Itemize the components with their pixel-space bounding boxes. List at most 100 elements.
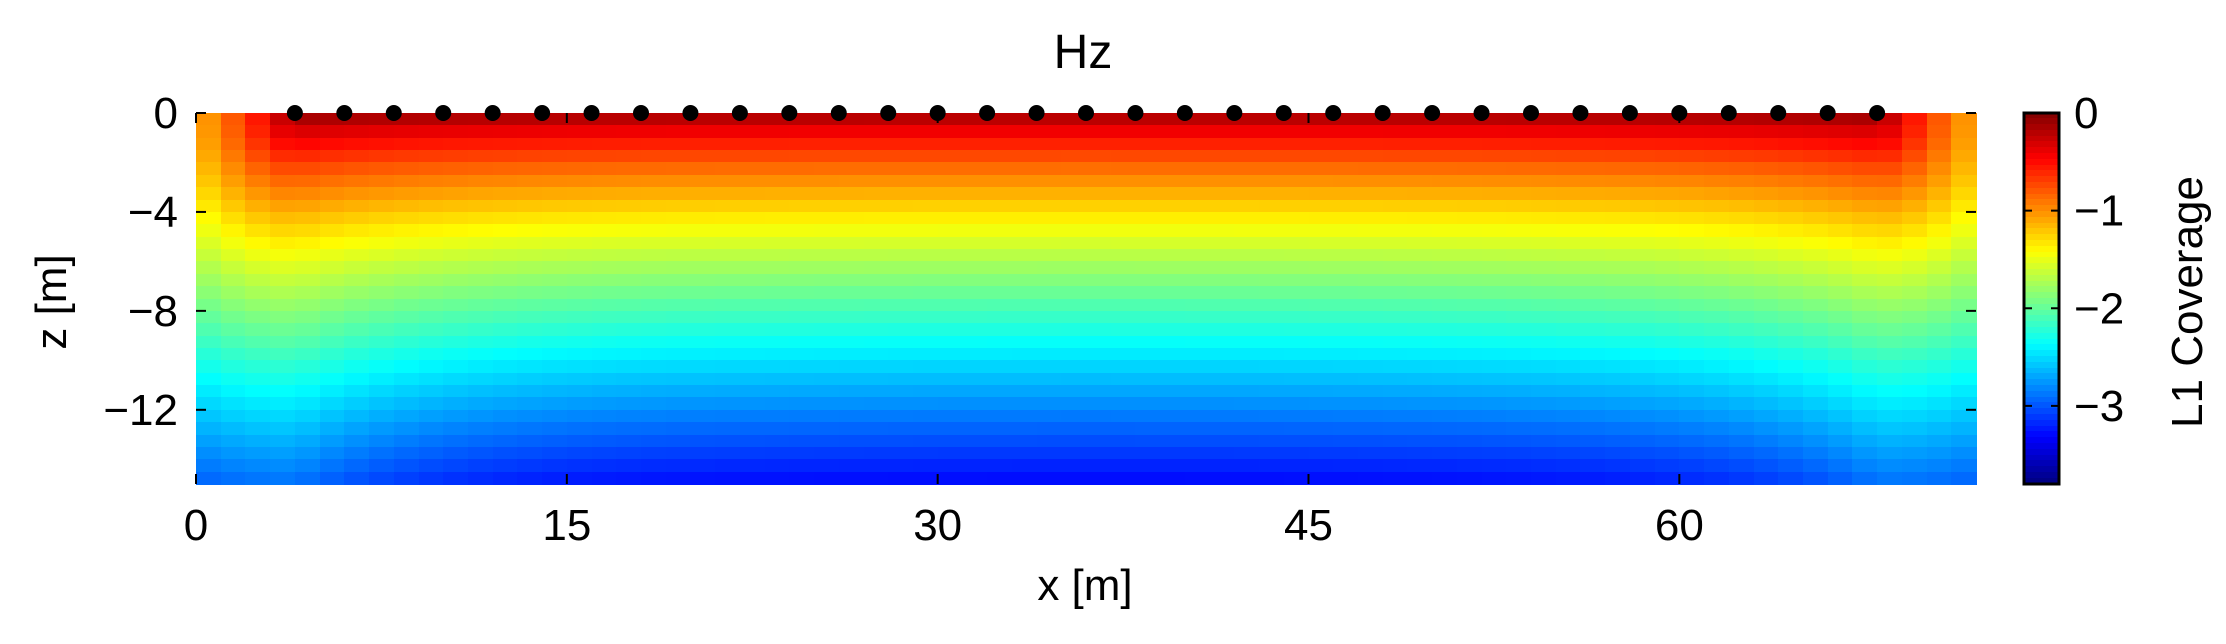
heatmap-cell <box>1531 187 1557 201</box>
heatmap-cell <box>987 187 1013 201</box>
heatmap-cell <box>493 348 518 361</box>
heatmap-cell <box>1383 138 1408 151</box>
heatmap-cell <box>394 286 420 300</box>
heatmap-cell <box>962 373 988 386</box>
heatmap-cell <box>221 125 246 139</box>
heatmap-cell <box>1951 261 1977 275</box>
heatmap-cell <box>666 435 691 448</box>
heatmap-cell <box>221 187 246 201</box>
heatmap-cell <box>1012 336 1038 349</box>
heatmap-cell <box>369 323 395 337</box>
heatmap-cell <box>493 138 518 151</box>
heatmap-cell <box>1482 212 1507 225</box>
heatmap-cell <box>1086 187 1112 201</box>
heatmap-cell <box>592 459 617 473</box>
heatmap-cell <box>493 360 518 374</box>
heatmap-cell <box>493 323 518 337</box>
heatmap-cell <box>864 422 889 436</box>
heatmap-cell <box>1111 360 1136 374</box>
heatmap-cell <box>1729 162 1755 176</box>
heatmap-cell <box>1210 459 1235 473</box>
heatmap-cell <box>814 286 840 300</box>
heatmap-cell <box>542 459 568 473</box>
heatmap-cell <box>443 435 469 448</box>
heatmap-cell <box>1655 311 1680 324</box>
heatmap-cell <box>1037 200 1062 213</box>
heatmap-cell <box>196 311 222 324</box>
heatmap-cell <box>1605 261 1631 275</box>
heatmap-cell <box>1778 237 1804 250</box>
receiver-point <box>1176 105 1193 121</box>
colorbar-swatch <box>2024 257 2059 264</box>
heatmap-cell <box>1556 200 1581 213</box>
heatmap-cell <box>394 360 420 374</box>
heatmap-cell <box>270 175 296 188</box>
heatmap-cell <box>1877 299 1903 312</box>
heatmap-cell <box>1482 472 1507 485</box>
y-tick-label: −12 <box>103 386 178 435</box>
heatmap-cell <box>690 360 716 374</box>
heatmap-cell <box>1531 323 1557 337</box>
heatmap-cell <box>864 311 889 324</box>
colorbar-swatch <box>2024 327 2059 334</box>
colorbar-label: L1 Coverage <box>2163 176 2212 428</box>
heatmap-cell <box>814 150 840 163</box>
heatmap-cell <box>1828 422 1853 436</box>
heatmap-cell <box>1902 237 1928 250</box>
heatmap-cell <box>690 237 716 250</box>
heatmap-cell <box>1580 274 1606 287</box>
heatmap-cell <box>1135 125 1161 139</box>
heatmap-cell <box>1778 447 1804 460</box>
heatmap-cell <box>1778 360 1804 374</box>
heatmap-cell <box>1927 447 1952 460</box>
heatmap-cell <box>641 162 667 176</box>
heatmap-cell <box>987 336 1013 349</box>
heatmap-cell <box>1506 472 1532 485</box>
colorbar-swatch <box>2024 165 2059 172</box>
heatmap-cell <box>1506 138 1532 151</box>
heatmap-cell <box>1234 187 1260 201</box>
heatmap-cell <box>517 237 543 250</box>
heatmap-cell <box>864 212 889 225</box>
x-tick-label: 45 <box>1284 501 1333 550</box>
heatmap-cell <box>493 261 518 275</box>
heatmap-cell <box>1061 212 1087 225</box>
heatmap-cell <box>641 286 667 300</box>
heatmap-cell <box>468 125 494 139</box>
colorbar-swatch <box>2024 466 2059 473</box>
heatmap-cell <box>789 261 815 275</box>
heatmap-cell <box>394 187 420 201</box>
heatmap-cell <box>814 410 840 423</box>
heatmap-cell <box>1556 212 1581 225</box>
heatmap-cell <box>962 249 988 262</box>
heatmap-cell <box>1778 373 1804 386</box>
heatmap-cell <box>394 323 420 337</box>
heatmap-cell <box>1778 459 1804 473</box>
heatmap-cell <box>1754 162 1779 176</box>
heatmap-cell <box>839 422 865 436</box>
heatmap-cell <box>517 299 543 312</box>
heatmap-cell <box>1111 299 1136 312</box>
heatmap-cell <box>1061 138 1087 151</box>
heatmap-cell <box>1951 162 1977 176</box>
heatmap-cell <box>369 360 395 374</box>
heatmap-cell <box>1803 200 1829 213</box>
colorbar-tick-label: −2 <box>2074 284 2124 333</box>
heatmap-cell <box>715 410 741 423</box>
heatmap-cell <box>1358 447 1384 460</box>
heatmap-cell <box>1482 447 1507 460</box>
heatmap-cell <box>1729 175 1755 188</box>
heatmap-cell <box>740 249 766 262</box>
heatmap-cell <box>468 224 494 238</box>
heatmap-cell <box>715 472 741 485</box>
heatmap-cell <box>1951 212 1977 225</box>
heatmap-cell <box>1432 224 1458 238</box>
heatmap-cell <box>1927 360 1952 374</box>
heatmap-cell <box>1803 323 1829 337</box>
heatmap-cell <box>1259 249 1285 262</box>
heatmap-cell <box>1086 261 1112 275</box>
heatmap-cell <box>1506 410 1532 423</box>
heatmap-cell <box>592 224 617 238</box>
heatmap-cell <box>245 397 271 411</box>
heatmap-cell <box>641 150 667 163</box>
